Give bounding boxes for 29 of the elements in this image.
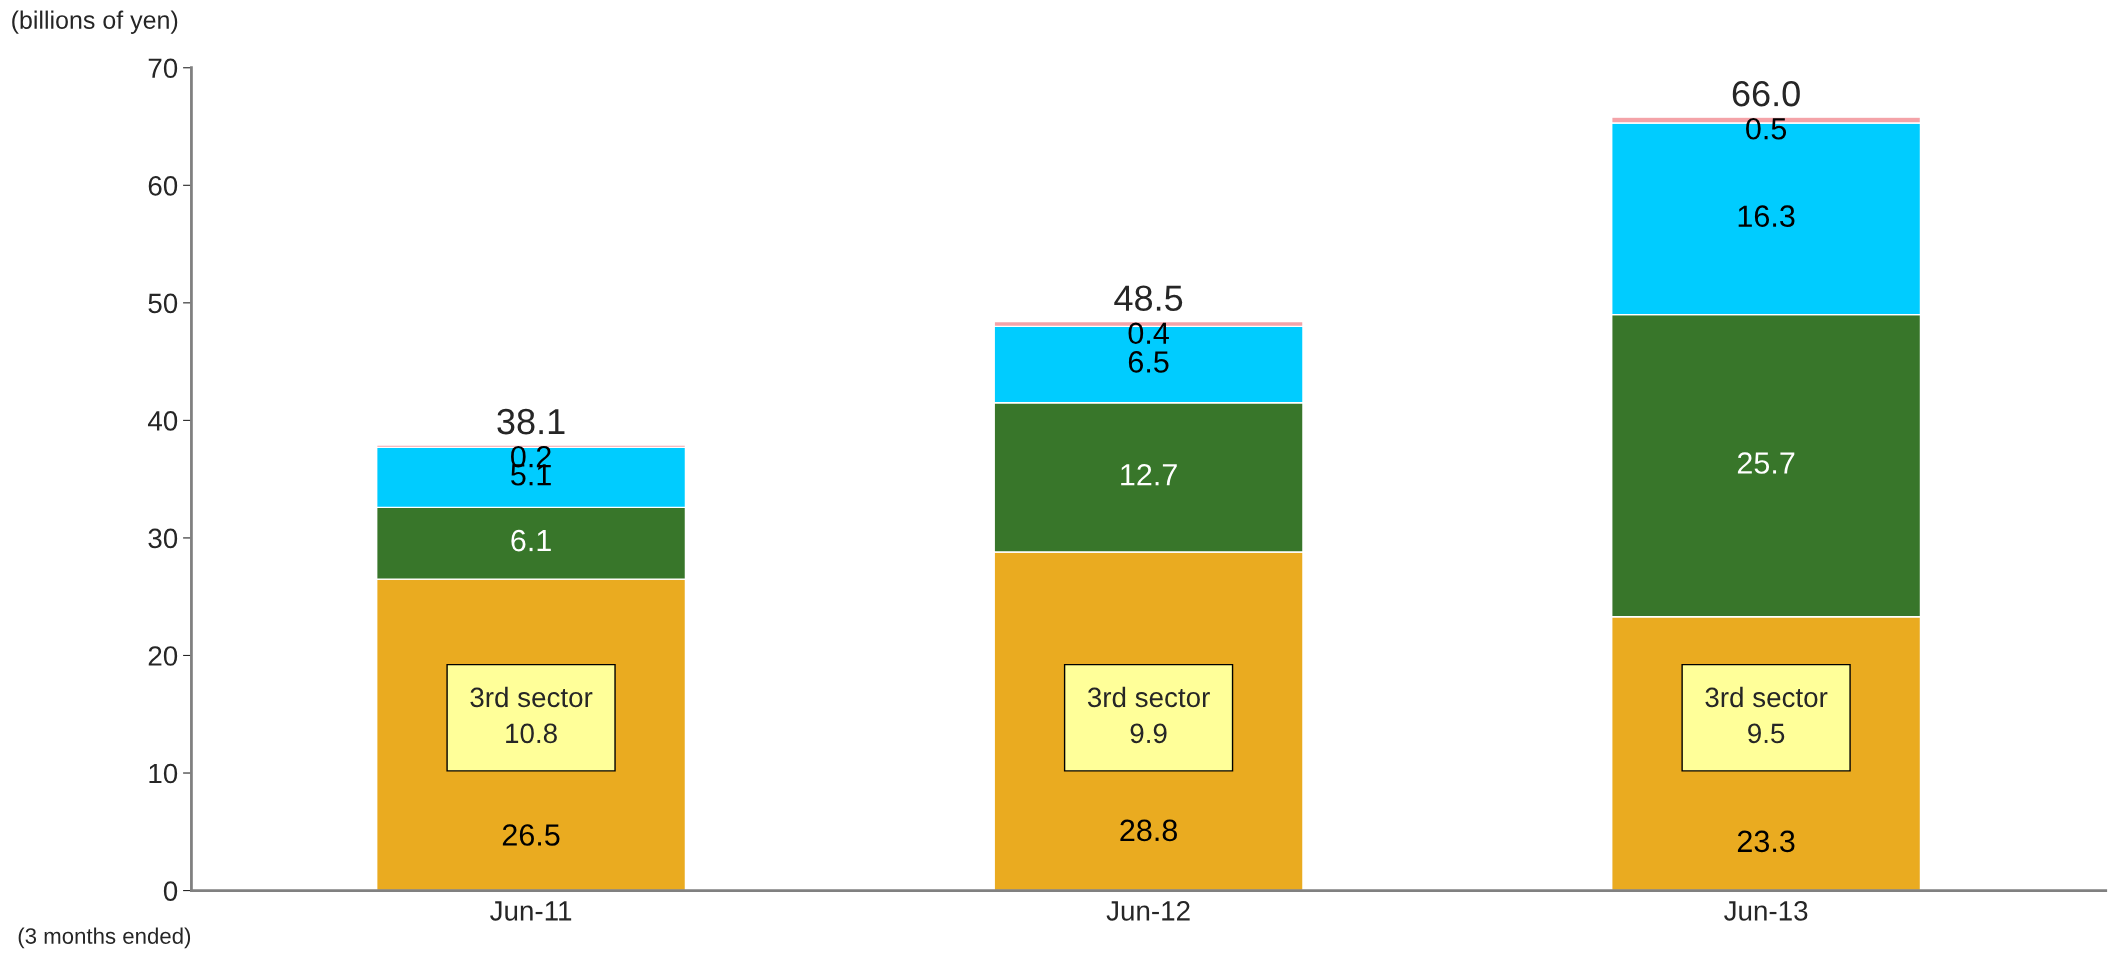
annotation: 3rd sector 9.9 xyxy=(1087,686,1210,744)
data-label: 6.5 xyxy=(1128,351,1169,373)
x-tick-label: Jun-12 xyxy=(1106,901,1190,921)
total-label: 66.0 xyxy=(1732,80,1800,107)
data-label: 25.7 xyxy=(1737,452,1795,474)
y-tick-label: 0 xyxy=(163,881,178,901)
y-tick-label: 10 xyxy=(149,763,178,784)
y-tick-label: 50 xyxy=(148,293,178,314)
data-label: 0.5 xyxy=(1746,117,1787,140)
y-tick-label: 30 xyxy=(148,528,178,549)
y-axis-title: (billions of yen) xyxy=(12,10,178,34)
y-tick-label: 70 xyxy=(148,58,178,79)
x-tick-label: Jun-13 xyxy=(1724,901,1808,921)
data-label: 6.1 xyxy=(511,529,551,552)
y-tick-label: 60 xyxy=(148,175,178,196)
x-axis-title: (3 months ended) xyxy=(18,927,191,949)
y-tick-label: 40 xyxy=(147,411,178,431)
total-label: 38.1 xyxy=(497,408,565,435)
data-label: 26.5 xyxy=(502,824,560,846)
data-label: 12.7 xyxy=(1121,463,1177,486)
y-tick-label: 20 xyxy=(148,646,178,666)
data-label: 28.8 xyxy=(1120,819,1177,842)
data-label: 16.3 xyxy=(1738,205,1795,227)
annotation: 3rd sector 9.5 xyxy=(1705,686,1828,744)
data-label: 23.3 xyxy=(1737,830,1795,853)
annotation: 3rd sector 10.8 xyxy=(470,686,593,744)
total-label: 48.5 xyxy=(1114,285,1183,311)
x-tick-label: Jun-11 xyxy=(490,901,572,921)
data-label: 0.4 xyxy=(1128,322,1169,345)
